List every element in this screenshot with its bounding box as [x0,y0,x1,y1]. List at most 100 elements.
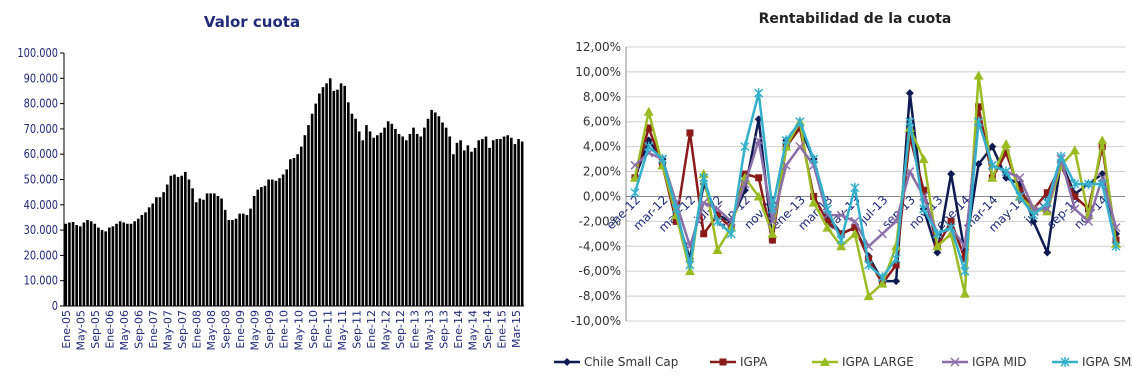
bar [256,189,260,306]
series-marker [918,154,929,164]
bar [433,112,437,306]
series-marker [781,160,791,170]
line-y-tick-label: 12,00% [575,40,621,54]
series-marker [645,124,653,132]
series-marker [672,217,680,225]
bar [71,222,75,306]
series-marker [988,142,997,151]
series-marker [877,229,887,239]
bar [263,185,267,306]
bar [376,135,379,306]
bar [281,174,285,306]
bar [390,123,394,306]
series-marker [712,245,723,255]
bar-y-tick-label: 0 [52,299,58,313]
bar [448,136,452,306]
legend-item: IGPA [710,355,768,369]
bar-x-tick-label: May-09 [249,310,262,351]
bar [216,195,220,306]
line-y-tick-label: 4,00% [583,140,621,154]
series-marker [1029,217,1038,226]
series-marker [960,266,970,277]
series-marker [1111,241,1121,252]
series-marker [754,135,764,145]
series-marker [1083,216,1094,226]
bar [488,147,491,306]
bar [151,203,155,306]
series-marker [987,160,997,171]
series-marker [1016,186,1024,194]
series-marker [822,203,832,214]
series-marker [973,70,984,80]
series-marker [919,203,929,214]
series-marker [974,116,984,127]
bar [104,231,107,306]
bar-y-tick-label: 40.000 [24,198,58,212]
series-marker [974,160,983,169]
bar [78,226,82,306]
series-chile-small-cap [631,89,1120,286]
bar [404,140,408,306]
bar [481,139,484,306]
bar [357,131,361,306]
bar [278,178,281,306]
bar [122,222,126,306]
bar [299,146,303,306]
bar [361,140,365,306]
bar-x-tick-label: Sep-05 [89,310,102,349]
bar [499,139,502,306]
bar-x-tick-label: Mar-15 [510,310,523,348]
bar [187,179,191,306]
series-marker [863,291,874,301]
bar-x-tick-label: Ene-15 [495,310,508,349]
bar [318,93,321,306]
bar-x-tick-label: May-13 [423,310,436,351]
bar [368,131,372,306]
bar [372,137,375,306]
bar [365,125,368,306]
bar [274,180,278,306]
bar [82,222,86,306]
series-marker [808,197,819,207]
series-marker [644,141,654,152]
series-marker [719,358,727,366]
bar [158,197,162,306]
bar [245,214,249,306]
bar [444,127,448,306]
bar-x-tick-label: Sep-14 [481,310,494,349]
series-marker [1001,166,1011,177]
bar [394,128,397,306]
series-marker [1070,204,1080,214]
bar [332,90,336,306]
series-marker [946,222,956,233]
bar [310,113,314,306]
bar [111,226,115,306]
legend-item: IGPA LARGE [812,355,914,369]
bar [213,193,216,306]
series-marker [905,89,914,98]
bar-x-tick-label: May-07 [162,310,175,351]
series-marker [933,248,942,257]
series-marker [657,154,668,165]
bar [115,223,118,306]
series-marker [726,228,736,239]
series-marker [950,357,960,367]
series-marker [891,241,902,251]
series-marker [1001,139,1012,149]
bar [241,213,245,306]
series-marker [1015,191,1025,202]
legend-label: IGPA MID [972,355,1026,369]
line-y-tick-label: -10,00% [571,314,621,328]
series-marker [699,172,709,183]
line-y-tick-label: 10,00% [575,65,621,79]
bar [430,109,433,306]
bar [173,174,176,306]
bar [415,133,419,306]
series-marker [877,272,887,283]
bar [386,121,390,306]
line-y-tick-label: 0,00% [583,189,621,203]
bar [267,179,270,306]
bar [202,199,205,306]
bar [473,147,477,306]
bar-y-tick-label: 20.000 [24,248,58,262]
